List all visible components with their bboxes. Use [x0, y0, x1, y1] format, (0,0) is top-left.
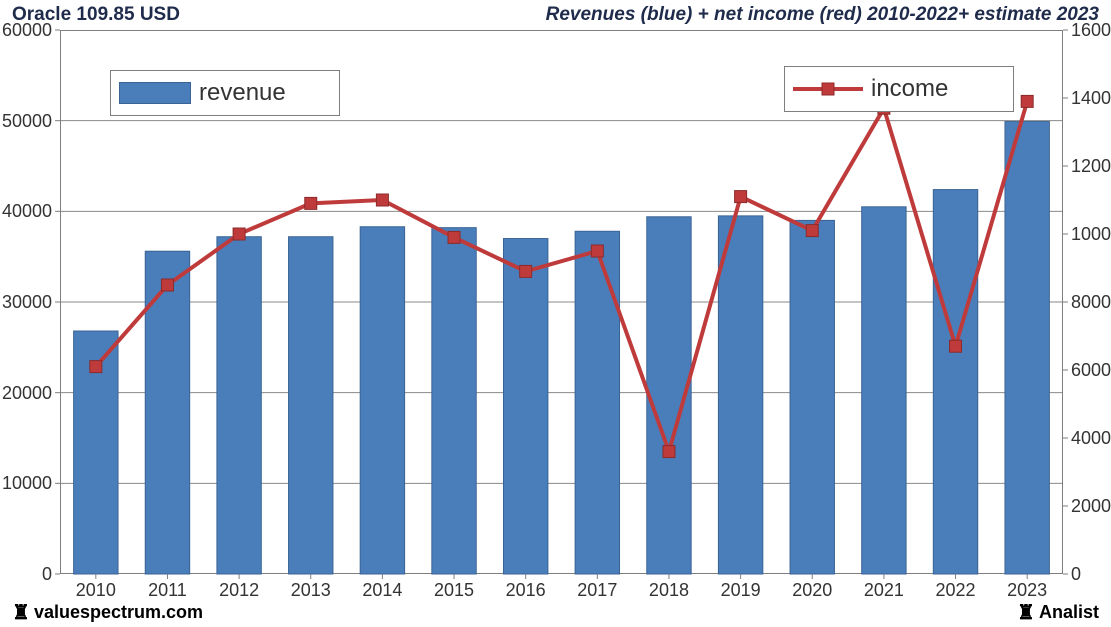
axis-tick-label: 2020: [792, 580, 832, 601]
axis-tick-label: 4000: [1071, 428, 1111, 449]
axis-tick-label: 40000: [2, 201, 52, 222]
axis-tick-label: 2013: [291, 580, 331, 601]
axis-tick-label: 8000: [1071, 292, 1111, 313]
axis-tick-label: 0: [42, 564, 52, 585]
header: Oracle 109.85 USD Revenues (blue) + net …: [12, 4, 1099, 28]
axis-tick-label: 2012: [219, 580, 259, 601]
bar-swatch-icon: [119, 82, 191, 104]
axis-tick-label: 30000: [2, 292, 52, 313]
axis-tick-label: 2010: [76, 580, 116, 601]
rook-icon: ♜: [12, 603, 30, 623]
footer-left: ♜ valuespectrum.com: [12, 602, 203, 623]
axis-tick-label: 2019: [721, 580, 761, 601]
axis-tick-label: 16000: [1071, 20, 1111, 41]
chart-container: Oracle 109.85 USD Revenues (blue) + net …: [0, 0, 1111, 627]
axis-tick-label: 20000: [2, 383, 52, 404]
axis-tick-label: 2017: [577, 580, 617, 601]
legend-income: income: [784, 66, 1014, 112]
axis-tick-label: 12000: [1071, 156, 1111, 177]
axis-tick-label: 2021: [864, 580, 904, 601]
footer-left-text: valuespectrum.com: [34, 602, 203, 623]
axis-tick-label: 6000: [1071, 360, 1111, 381]
line-swatch-icon: [793, 79, 863, 99]
axis-tick-label: 2000: [1071, 496, 1111, 517]
axis-tick-label: 2016: [506, 580, 546, 601]
axis-tick-label: 2015: [434, 580, 474, 601]
legend-revenue: revenue: [110, 70, 340, 116]
axis-tick-label: 10000: [1071, 224, 1111, 245]
legend-income-label: income: [871, 75, 948, 103]
axis-tick-label: 14000: [1071, 88, 1111, 109]
axis-tick-label: 2022: [936, 580, 976, 601]
footer-right: ♜ Analist: [1017, 602, 1099, 623]
axis-tick-label: 2014: [362, 580, 402, 601]
axis-tick-label: 2023: [1007, 580, 1047, 601]
footer: ♜ valuespectrum.com ♜ Analist: [12, 601, 1099, 623]
legend-revenue-label: revenue: [199, 79, 286, 107]
footer-right-text: Analist: [1039, 602, 1099, 623]
rook-icon: ♜: [1017, 603, 1035, 623]
axis-tick-label: 0: [1071, 564, 1081, 585]
axis-tick-label: 2011: [148, 580, 187, 601]
axis-tick-label: 50000: [2, 111, 52, 132]
title-right: Revenues (blue) + net income (red) 2010-…: [546, 4, 1099, 26]
axis-tick-label: 10000: [2, 473, 52, 494]
axis-tick-label: 60000: [2, 20, 52, 41]
axis-tick-label: 2018: [649, 580, 689, 601]
